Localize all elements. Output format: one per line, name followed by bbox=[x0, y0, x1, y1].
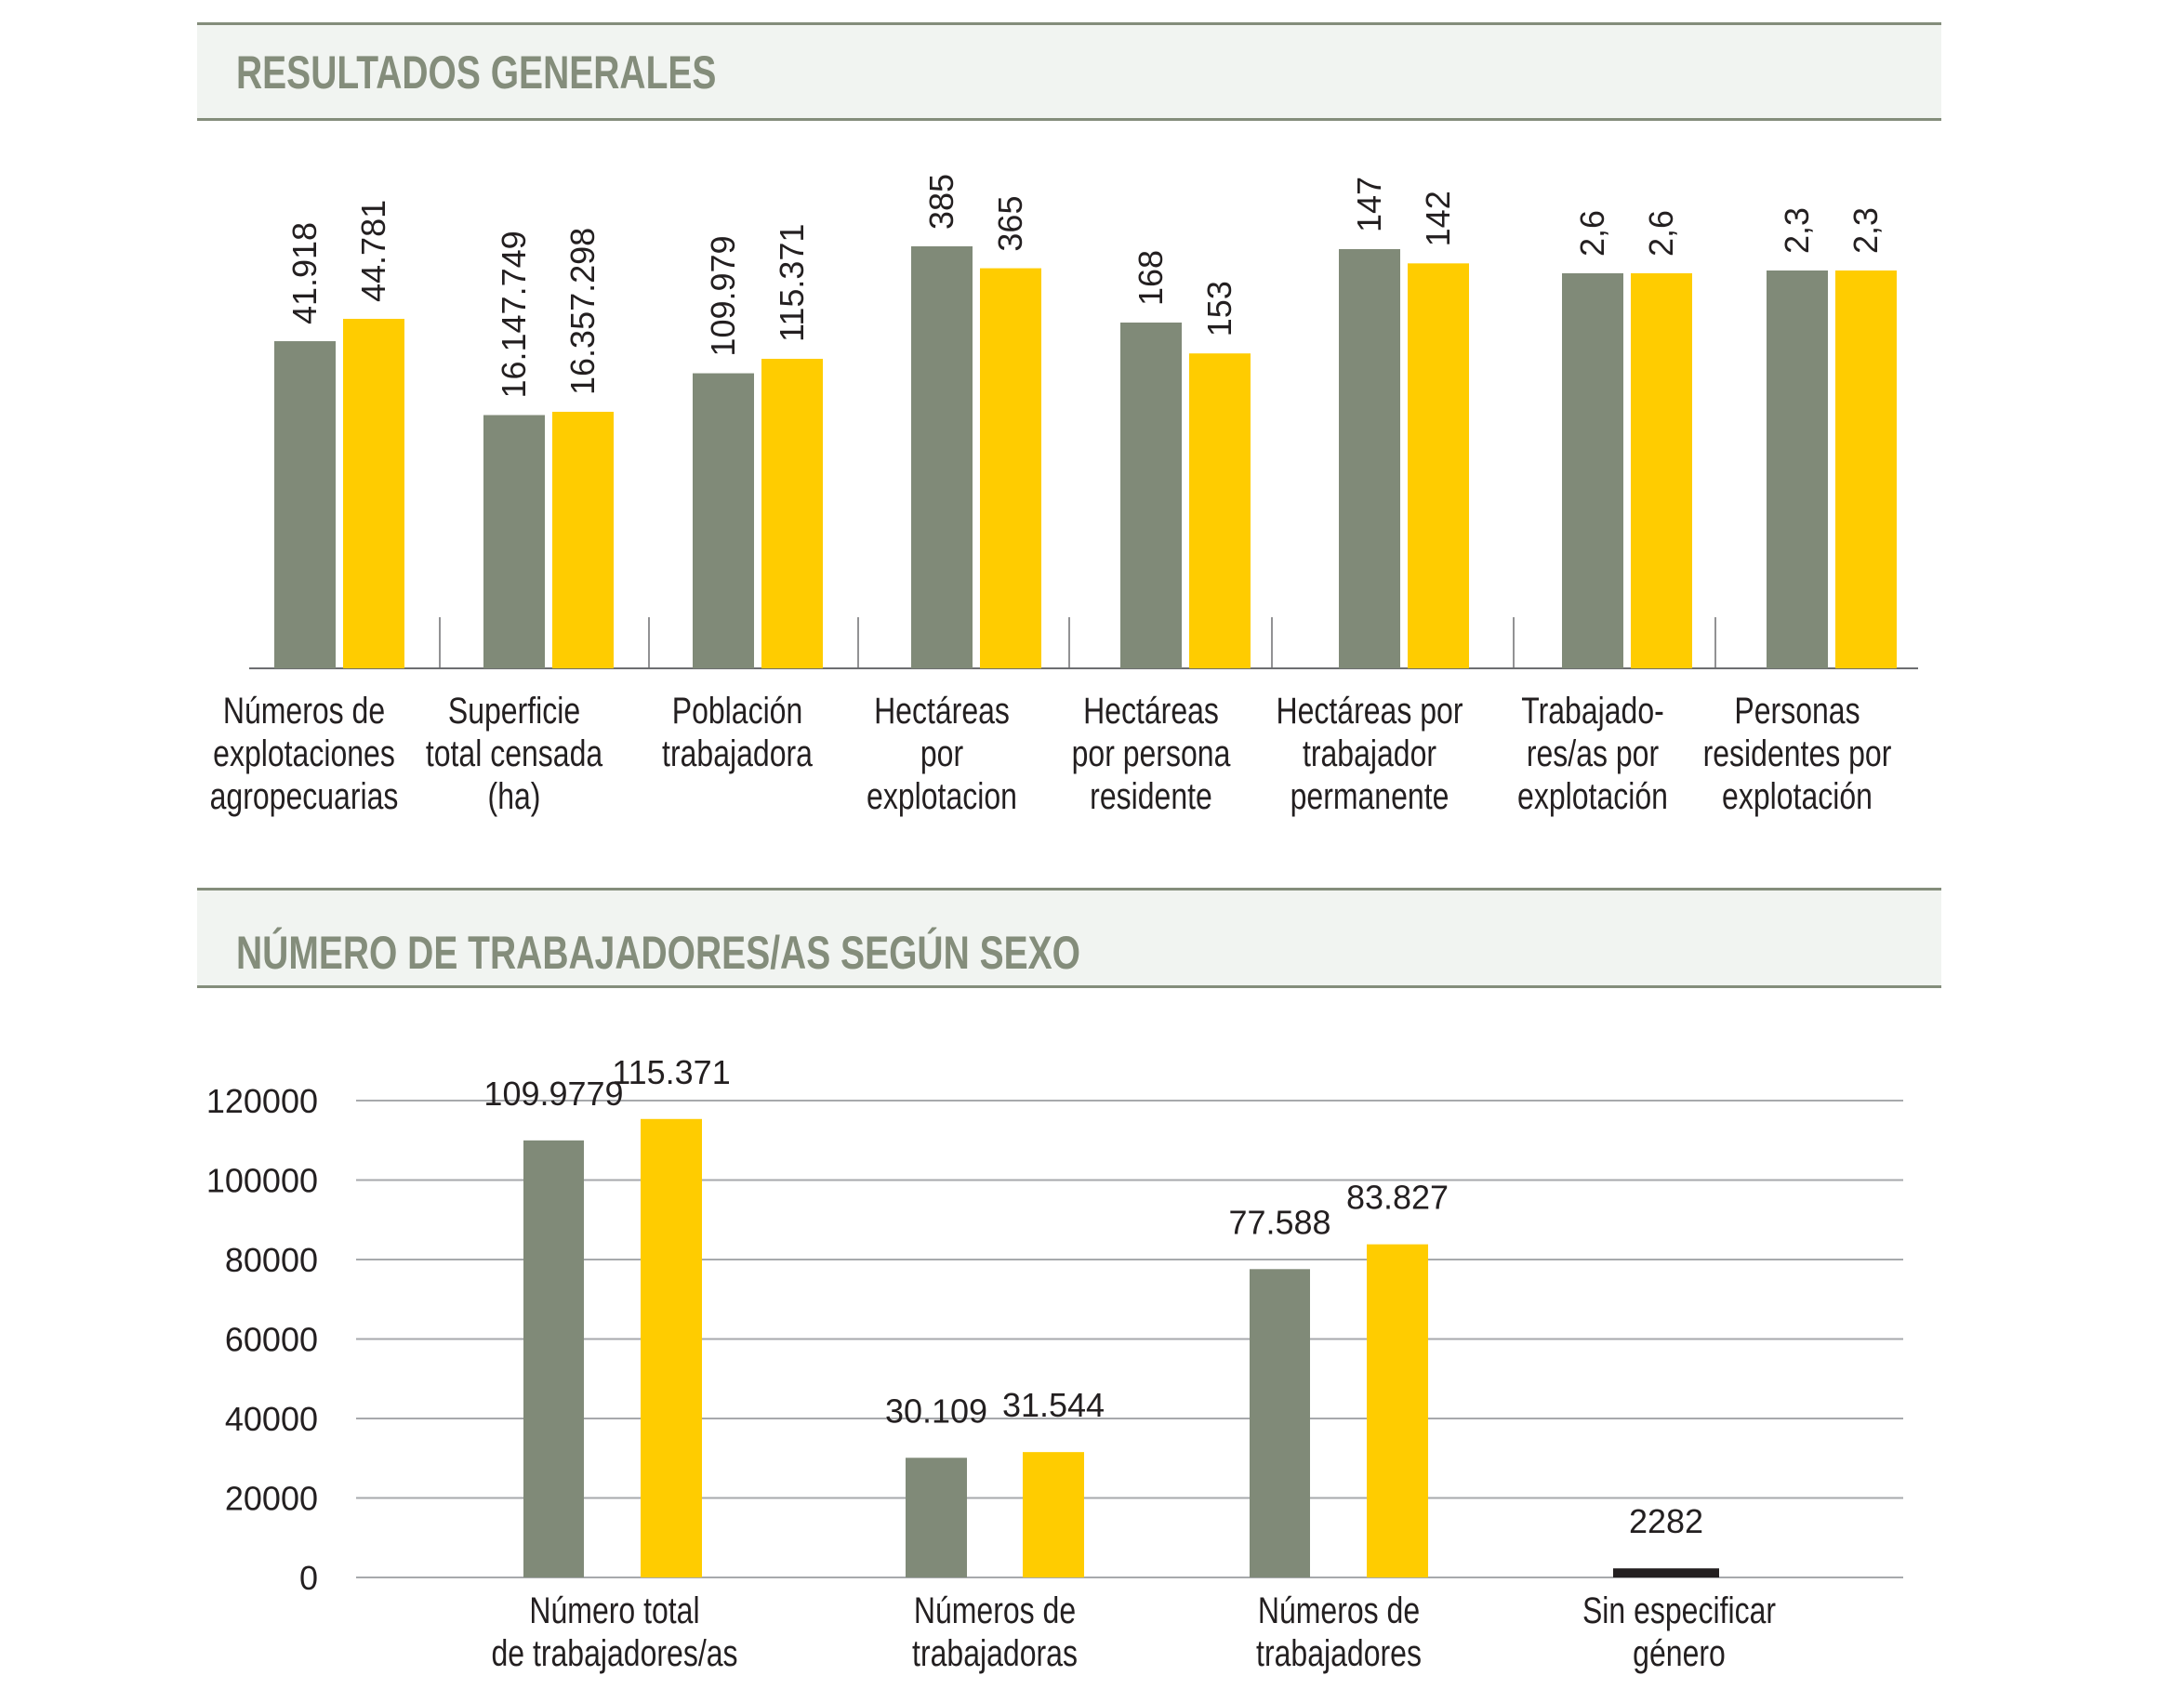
bar-series_a bbox=[1120, 323, 1182, 668]
bar-series_a bbox=[911, 246, 973, 668]
bar-series_a bbox=[1562, 273, 1623, 668]
category-label: Números de explotaciones agropecuarias bbox=[209, 691, 399, 817]
section-header-resultados: RESULTADOS GENERALES bbox=[197, 22, 1941, 121]
data-label: 109.979 bbox=[704, 235, 742, 356]
data-label: 2,6 bbox=[1573, 210, 1611, 257]
bar-series_a bbox=[274, 341, 336, 668]
category-label: Números de trabajadoras bbox=[912, 1590, 1078, 1674]
data-label: 16.147.749 bbox=[495, 231, 533, 398]
bar-series_b bbox=[1023, 1452, 1084, 1577]
bar-series_b bbox=[552, 412, 614, 668]
category-label: Número total de trabajadores/as bbox=[491, 1590, 738, 1674]
section-title: NÚMERO DE TRABAJADORES/AS SEGÚN SEXO bbox=[236, 927, 1080, 979]
y-tick-label: 0 bbox=[299, 1559, 318, 1597]
category-label: Números de trabajadores bbox=[1256, 1590, 1422, 1674]
category-label: Sin especificar género bbox=[1582, 1590, 1777, 1674]
data-label: 44.781 bbox=[354, 200, 392, 302]
data-label: 41.918 bbox=[285, 222, 324, 324]
category-label: Superficie total censada (ha) bbox=[425, 691, 603, 817]
bar-unspecified bbox=[1613, 1568, 1719, 1577]
data-label: 2,3 bbox=[1778, 207, 1816, 254]
data-label: 109.9779 bbox=[483, 1075, 623, 1113]
category-label: Población trabajadora bbox=[662, 691, 813, 774]
data-label: 142 bbox=[1419, 191, 1457, 246]
y-tick-label: 20000 bbox=[225, 1480, 318, 1518]
data-label: 365 bbox=[991, 196, 1029, 252]
data-label: 385 bbox=[922, 174, 960, 230]
bar-series_b bbox=[980, 268, 1041, 668]
data-label: 2,6 bbox=[1642, 210, 1680, 257]
bar-series_b bbox=[1835, 270, 1897, 668]
y-tick-label: 100000 bbox=[206, 1162, 318, 1200]
bar-series_a bbox=[1339, 249, 1400, 668]
category-label: Hectáreas por trabajador permanente bbox=[1276, 691, 1463, 817]
y-tick-label: 60000 bbox=[225, 1321, 318, 1359]
section-title: RESULTADOS GENERALES bbox=[236, 46, 717, 99]
data-label: 31.544 bbox=[1002, 1386, 1105, 1424]
data-label: 168 bbox=[1132, 250, 1170, 306]
data-label: 147 bbox=[1350, 177, 1388, 232]
y-tick-label: 80000 bbox=[225, 1241, 318, 1279]
data-label: 115.371 bbox=[612, 1053, 730, 1091]
bar-series_b bbox=[1189, 353, 1251, 668]
category-label: Hectáreas por persona residente bbox=[1071, 691, 1231, 817]
category-label: Hectáreas por explotacion bbox=[867, 691, 1017, 817]
data-label: 77.588 bbox=[1228, 1203, 1330, 1241]
bar-series_a bbox=[483, 415, 545, 668]
bar-series_b bbox=[1631, 273, 1692, 668]
bar-series_a bbox=[693, 373, 754, 668]
bar-series_a bbox=[523, 1140, 584, 1577]
bar-series_b bbox=[641, 1118, 702, 1577]
data-label: 2282 bbox=[1629, 1502, 1703, 1540]
bar-series_b bbox=[1408, 263, 1469, 668]
bar-series_a bbox=[1767, 270, 1828, 668]
category-label: Personas residentes por explotación bbox=[1702, 691, 1892, 817]
bar-series_b bbox=[1367, 1244, 1428, 1577]
data-label: 30.109 bbox=[885, 1392, 987, 1430]
category-label: Trabajado-res/as por explotación bbox=[1517, 691, 1668, 817]
bar-series_a bbox=[906, 1458, 967, 1577]
chart-resultados-generales: 41.918 16.147.749 109.979 385 168 147 2,6 2,3 44… bbox=[249, 174, 1918, 669]
y-tick-label: 120000 bbox=[206, 1082, 318, 1120]
bar-series_b bbox=[343, 319, 404, 668]
data-label: 83.827 bbox=[1346, 1179, 1449, 1217]
data-label: 115.371 bbox=[773, 224, 811, 342]
bar-series_a bbox=[1250, 1269, 1310, 1577]
section-header-trabajadores: NÚMERO DE TRABAJADORES/AS SEGÚN SEXO bbox=[197, 888, 1941, 988]
data-label: 16.357.298 bbox=[563, 228, 602, 395]
data-label: 153 bbox=[1200, 281, 1238, 336]
bar-series_b bbox=[761, 359, 823, 668]
data-label: 2,3 bbox=[1846, 207, 1885, 254]
y-tick-label: 40000 bbox=[225, 1400, 318, 1438]
